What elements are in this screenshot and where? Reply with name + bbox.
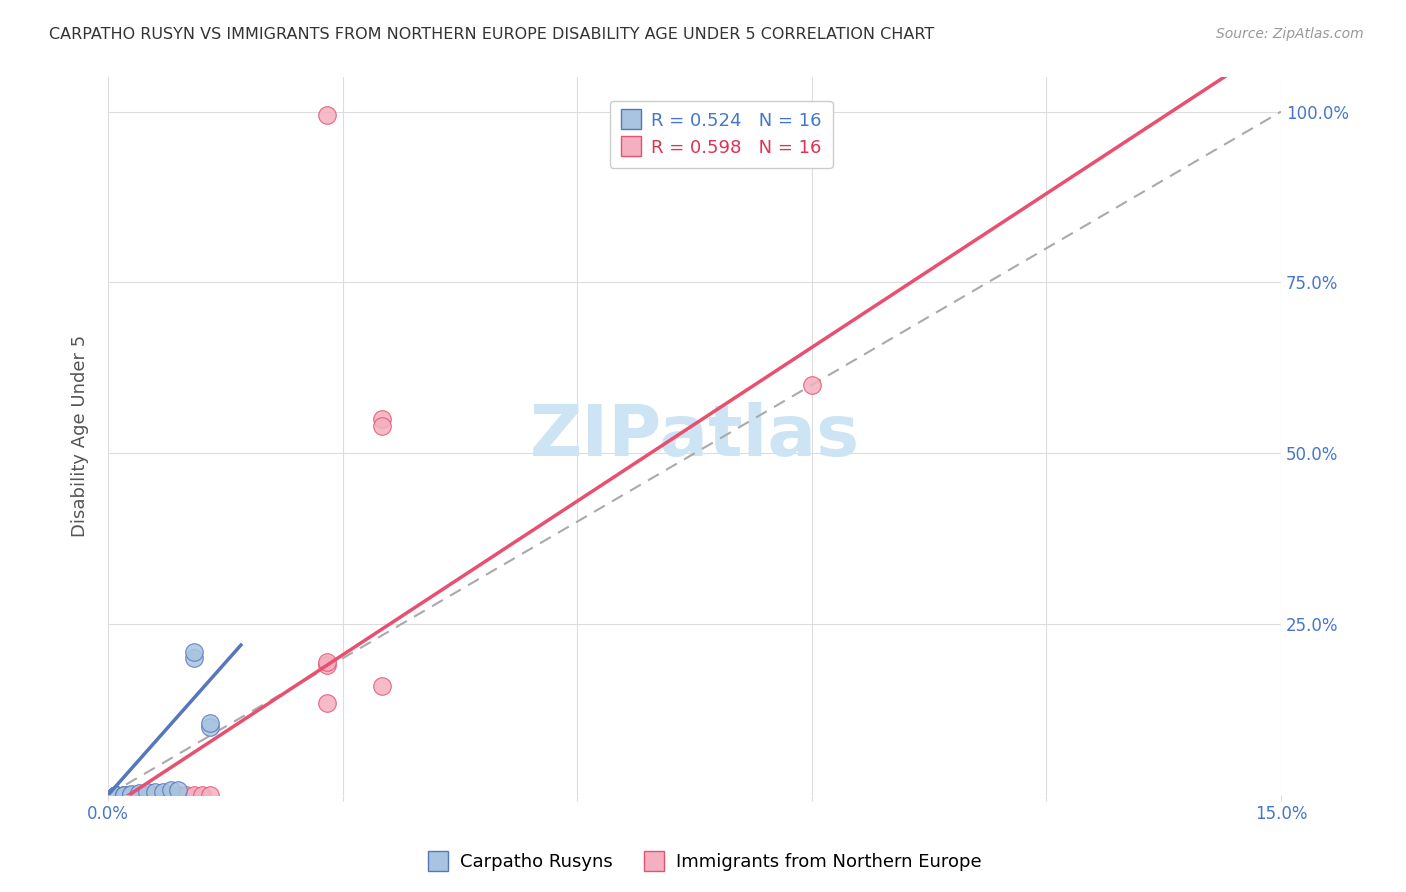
Point xyxy=(167,788,190,802)
Point xyxy=(120,788,142,802)
Legend: Carpatho Rusyns, Immigrants from Northern Europe: Carpatho Rusyns, Immigrants from Norther… xyxy=(418,847,988,879)
Point xyxy=(174,788,197,802)
Point xyxy=(120,788,142,802)
Point xyxy=(191,788,214,802)
Point xyxy=(316,696,339,710)
Point xyxy=(316,655,339,669)
Point xyxy=(198,716,221,731)
Point xyxy=(112,788,135,802)
Point xyxy=(316,658,339,673)
Point xyxy=(370,412,392,426)
Point xyxy=(112,788,135,802)
Text: CARPATHO RUSYN VS IMMIGRANTS FROM NORTHERN EUROPE DISABILITY AGE UNDER 5 CORRELA: CARPATHO RUSYN VS IMMIGRANTS FROM NORTHE… xyxy=(49,27,935,42)
Point xyxy=(136,785,159,799)
Point xyxy=(136,788,159,802)
Point xyxy=(316,108,339,122)
Point xyxy=(370,679,392,693)
Point xyxy=(183,788,205,802)
Point xyxy=(112,788,135,802)
Point xyxy=(183,644,205,658)
Point xyxy=(152,788,174,802)
Point xyxy=(104,788,127,802)
Text: ZIPatlas: ZIPatlas xyxy=(530,401,859,471)
Point xyxy=(167,782,190,797)
Point xyxy=(128,788,150,802)
Y-axis label: Disability Age Under 5: Disability Age Under 5 xyxy=(72,335,89,537)
Point xyxy=(112,788,135,802)
Point xyxy=(104,788,127,802)
Point xyxy=(159,783,181,797)
Point xyxy=(120,787,142,801)
Point xyxy=(159,788,181,802)
Point xyxy=(143,784,166,798)
Point xyxy=(152,784,174,798)
Text: Source: ZipAtlas.com: Source: ZipAtlas.com xyxy=(1216,27,1364,41)
Point xyxy=(198,720,221,734)
Point xyxy=(800,378,823,392)
Legend: R = 0.524   N = 16, R = 0.598   N = 16: R = 0.524 N = 16, R = 0.598 N = 16 xyxy=(610,101,832,168)
Point xyxy=(104,788,127,802)
Point xyxy=(198,788,221,802)
Point xyxy=(104,788,127,802)
Point xyxy=(183,651,205,665)
Point xyxy=(370,419,392,434)
Point xyxy=(143,788,166,802)
Point xyxy=(128,786,150,800)
